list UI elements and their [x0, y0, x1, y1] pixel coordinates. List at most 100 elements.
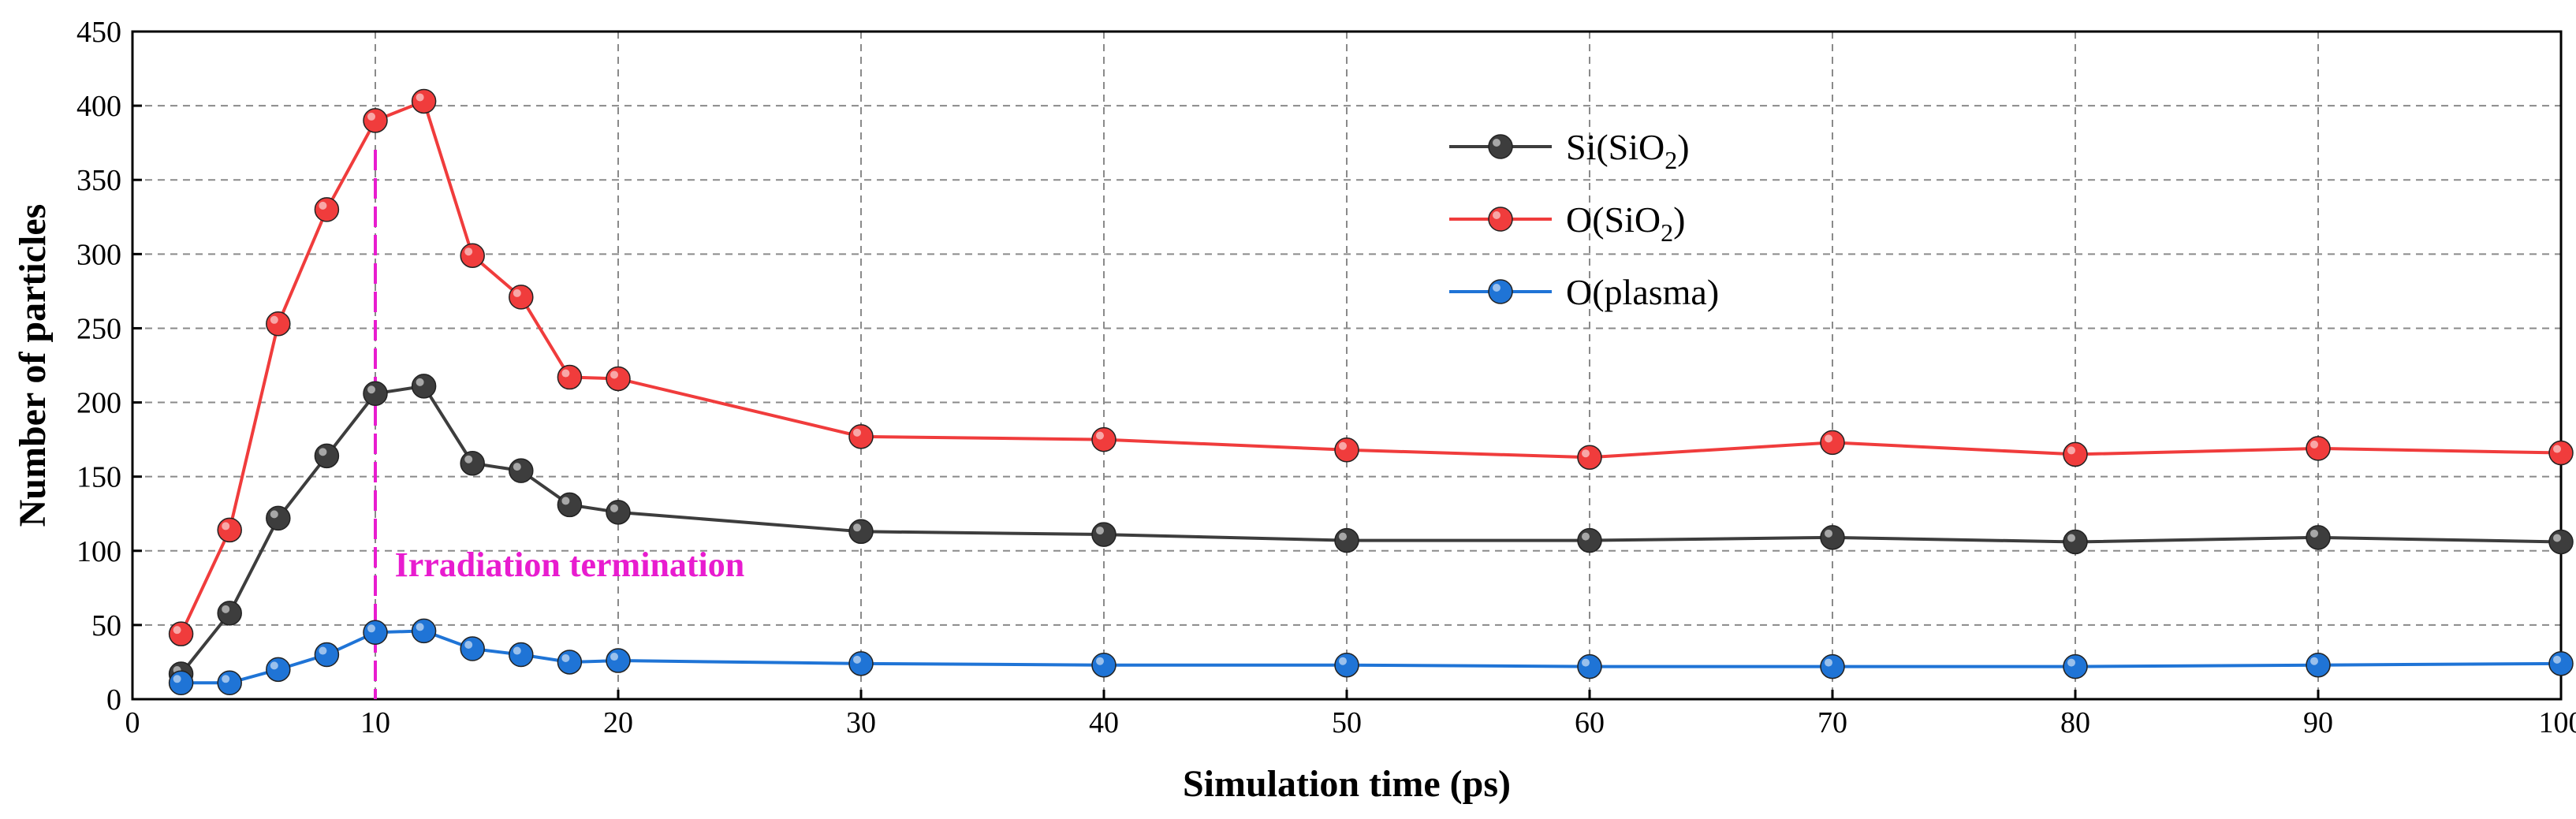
data-point-highlight [561, 370, 569, 378]
data-point [2549, 652, 2573, 676]
y-tick-label: 150 [76, 461, 121, 494]
y-tick-label: 300 [76, 238, 121, 271]
x-tick-label: 100 [2539, 706, 2576, 739]
data-point-highlight [513, 289, 521, 297]
legend-marker [1489, 207, 1512, 231]
data-point [849, 652, 873, 676]
legend-item: O(plasma) [1449, 272, 1719, 312]
data-point [606, 649, 630, 672]
data-point [218, 601, 241, 625]
data-point-highlight [1582, 533, 1590, 541]
data-point-highlight [416, 623, 424, 631]
data-point [1092, 428, 1116, 452]
data-point-highlight [2067, 446, 2075, 454]
data-point-highlight [2310, 441, 2318, 449]
y-tick-label: 450 [76, 16, 121, 49]
series-line [181, 631, 2561, 683]
data-point-highlight [1825, 434, 1832, 442]
data-point [557, 650, 581, 674]
data-point-highlight [2553, 656, 2561, 664]
data-point-highlight [513, 463, 521, 471]
data-point [557, 366, 581, 389]
data-point-highlight [561, 497, 569, 504]
data-point-highlight [2310, 530, 2318, 538]
x-tick-label: 50 [1332, 706, 1362, 739]
data-point [1578, 445, 1601, 469]
x-tick-label: 0 [125, 706, 140, 739]
y-tick-label: 350 [76, 164, 121, 197]
y-tick-label: 0 [106, 683, 121, 717]
data-point-highlight [222, 522, 229, 530]
data-point-highlight [416, 378, 424, 386]
data-point-highlight [416, 93, 424, 101]
data-point [2306, 526, 2330, 549]
data-point-highlight [2553, 534, 2561, 542]
series-o-plasma [170, 619, 2573, 694]
irradiation-termination-label: Irradiation termination [395, 545, 745, 584]
x-tick-label: 40 [1089, 706, 1119, 739]
data-point-highlight [367, 385, 375, 393]
data-point-highlight [610, 653, 618, 661]
data-point-highlight [173, 626, 181, 634]
y-tick-label: 400 [76, 90, 121, 123]
data-point [2063, 442, 2087, 466]
data-point-highlight [853, 523, 861, 531]
data-point-highlight [1339, 533, 1347, 541]
x-tick-label: 20 [603, 706, 633, 739]
data-point-highlight [319, 202, 326, 210]
legend-marker [1489, 280, 1512, 303]
data-point-highlight [1825, 659, 1832, 667]
data-point [412, 374, 436, 398]
data-point [2306, 653, 2330, 677]
data-point [2063, 655, 2087, 679]
data-point-highlight [2067, 659, 2075, 667]
x-tick-label: 60 [1575, 706, 1605, 739]
data-point-highlight [1582, 659, 1590, 667]
data-point [460, 637, 484, 661]
data-point [606, 367, 630, 390]
data-point-highlight [2067, 534, 2075, 542]
data-point-highlight [1582, 449, 1590, 457]
data-point [315, 198, 338, 222]
data-point-highlight [853, 429, 861, 437]
data-point-highlight [2553, 445, 2561, 453]
data-point [1578, 655, 1601, 679]
data-point-highlight [464, 456, 472, 463]
data-point-highlight [1096, 657, 1104, 665]
legend-item: O(SiO2) [1449, 199, 1685, 247]
data-point-highlight [1825, 530, 1832, 538]
legend-label: O(plasma) [1566, 272, 1719, 312]
legend-marker [1489, 135, 1512, 158]
data-point [1335, 438, 1359, 462]
data-point [170, 622, 193, 646]
data-point [849, 425, 873, 449]
x-tick-label: 30 [846, 706, 876, 739]
data-point-highlight [270, 510, 278, 518]
data-point-highlight [1339, 442, 1347, 450]
data-point-highlight [367, 624, 375, 632]
data-point [1335, 653, 1359, 677]
data-point [460, 452, 484, 475]
series-line [181, 386, 2561, 674]
data-point-highlight [319, 448, 326, 456]
data-point-highlight [173, 675, 181, 683]
data-point [363, 109, 387, 132]
data-point [1092, 653, 1116, 677]
y-tick-label: 200 [76, 387, 121, 420]
data-point [1821, 655, 1844, 679]
data-point [557, 493, 581, 516]
y-axis-title: Number of particles [12, 204, 54, 527]
legend: Si(SiO2) O(SiO2) O(plasma) [1449, 127, 1719, 312]
x-axis-title: Simulation time (ps) [1183, 763, 1511, 805]
y-tick-label: 50 [91, 609, 121, 642]
legend-label: Si(SiO2) [1566, 127, 1690, 174]
data-point-highlight [610, 370, 618, 378]
data-point-highlight [1339, 657, 1347, 665]
data-point-highlight [1096, 527, 1104, 534]
data-point [267, 657, 290, 681]
annotations: Irradiation termination [375, 150, 744, 699]
data-point [509, 459, 533, 482]
data-point [315, 643, 338, 667]
